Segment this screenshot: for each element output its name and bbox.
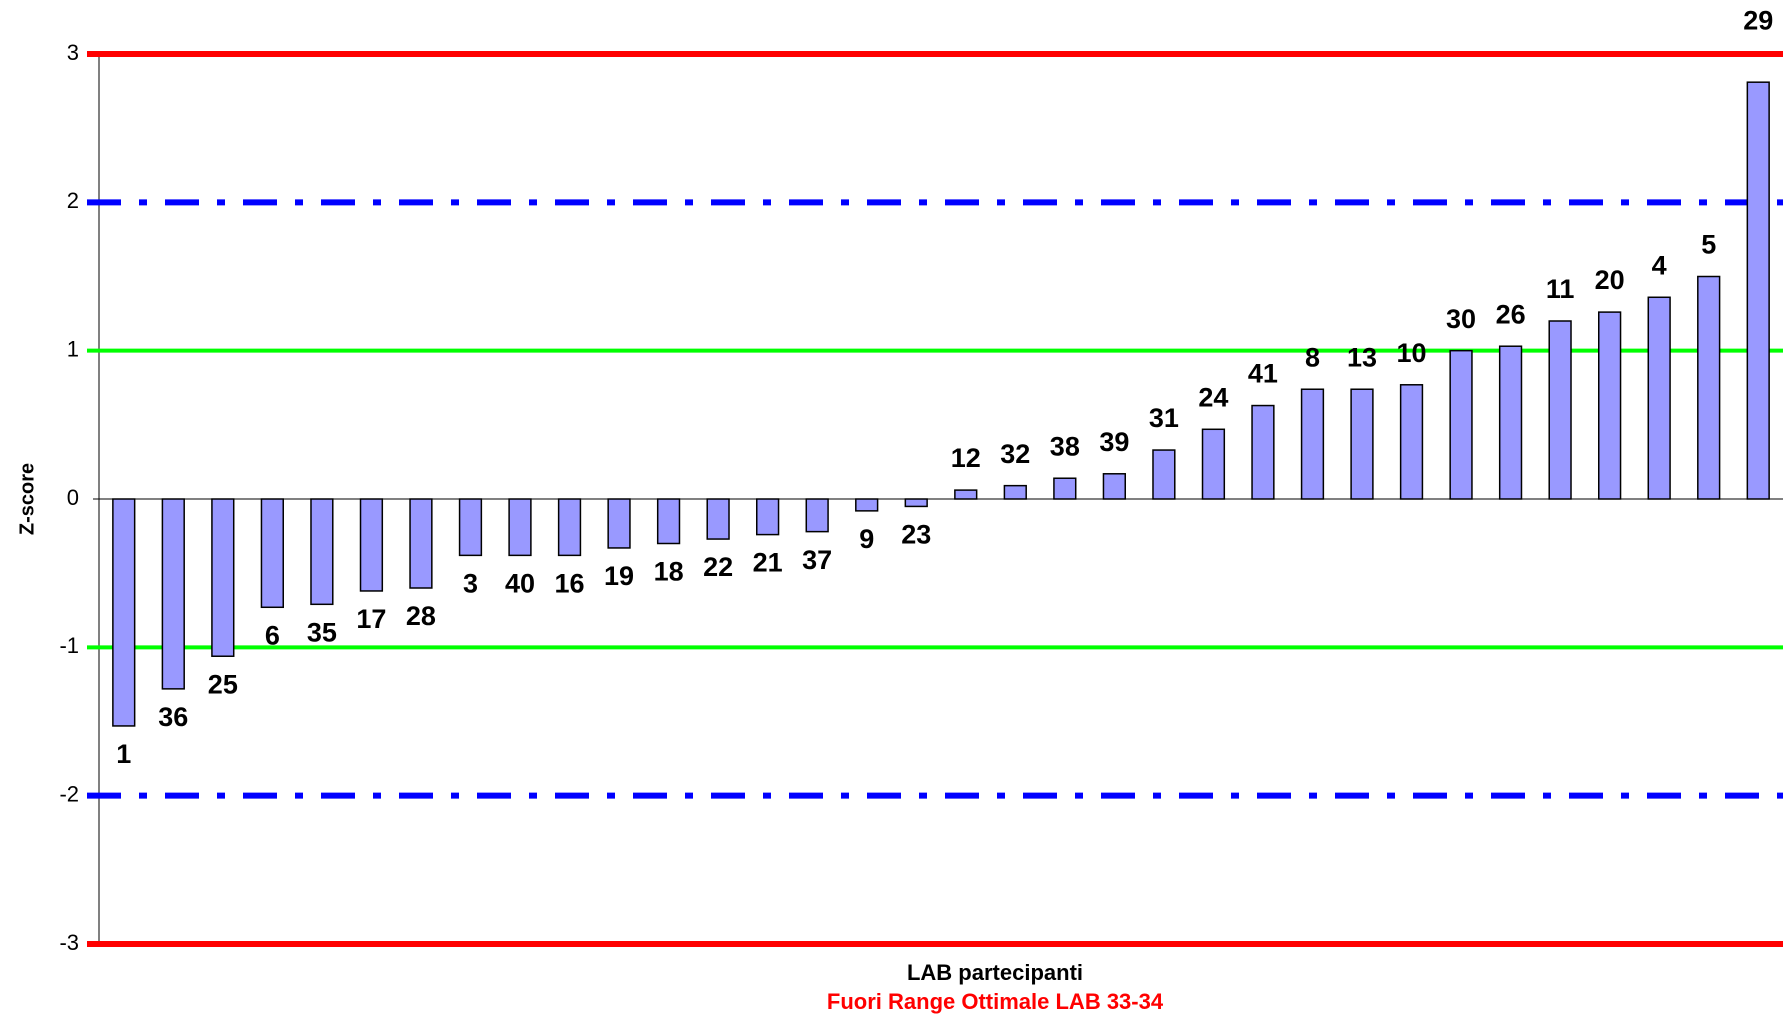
y-tick-label: 1 — [67, 336, 79, 361]
bar — [1548, 320, 1572, 500]
bar-label: 10 — [1397, 338, 1427, 368]
bar — [805, 498, 829, 533]
bar-label: 12 — [951, 443, 981, 473]
bar — [1697, 275, 1721, 500]
bar — [1003, 484, 1027, 500]
y-tick-label: 2 — [67, 188, 79, 213]
bar-label: 16 — [555, 568, 585, 598]
bar — [310, 498, 334, 606]
bar — [112, 498, 136, 727]
bar-label: 22 — [703, 552, 733, 582]
bar — [1449, 349, 1473, 500]
bar-label: 13 — [1347, 342, 1377, 372]
bar-label: 8 — [1305, 342, 1320, 372]
bar — [656, 498, 681, 545]
bar — [161, 498, 185, 690]
bar — [954, 489, 978, 500]
bar — [211, 498, 235, 657]
y-tick-label: 0 — [67, 485, 79, 510]
bar — [706, 498, 730, 540]
bar — [1498, 345, 1523, 500]
x-axis-title: LAB partecipanti — [907, 960, 1083, 985]
bar — [756, 498, 780, 536]
bar — [1201, 428, 1226, 500]
bar-label: 32 — [1000, 439, 1030, 469]
bar — [458, 498, 483, 557]
bar-label: 35 — [307, 617, 337, 647]
bar-label: 39 — [1099, 427, 1129, 457]
bar-label: 24 — [1198, 382, 1228, 412]
bar-label: 23 — [901, 520, 931, 550]
bar-label: 31 — [1149, 403, 1179, 433]
y-tick-label: -3 — [59, 930, 79, 955]
bar — [1251, 404, 1275, 500]
bar-label: 37 — [802, 545, 832, 575]
bar-label: 11 — [1546, 274, 1575, 304]
y-tick-label: 3 — [67, 40, 79, 65]
bar-label: 4 — [1652, 250, 1667, 280]
bar — [1053, 477, 1077, 500]
bar — [359, 498, 384, 592]
bar-label: 19 — [604, 561, 634, 591]
bar — [1152, 449, 1176, 500]
bar-label: 21 — [753, 548, 783, 578]
y-tick-label: -2 — [59, 781, 79, 806]
bar-label: 29 — [1743, 5, 1773, 35]
bar — [1102, 473, 1126, 500]
bar-label: 18 — [654, 557, 684, 587]
bar — [1300, 388, 1325, 500]
bar-label: 3 — [463, 568, 478, 598]
bar — [1598, 311, 1622, 500]
bar-label: 36 — [158, 702, 188, 732]
bar — [1399, 384, 1424, 500]
bar-label: 20 — [1595, 265, 1625, 295]
bar — [260, 498, 284, 609]
note: Fuori Range Ottimale LAB 33-34 — [827, 989, 1164, 1014]
bar — [508, 498, 532, 557]
bar — [1350, 388, 1374, 500]
bar — [1746, 81, 1770, 500]
bar-label: 38 — [1050, 431, 1080, 461]
bar-label: 28 — [406, 601, 436, 631]
bar-label: 1 — [116, 739, 131, 769]
y-axis-title: Z-score — [16, 463, 38, 535]
bar — [409, 498, 433, 589]
bar-label: 41 — [1248, 359, 1278, 389]
bar — [904, 498, 928, 508]
bar-label: 17 — [356, 604, 386, 634]
bar — [607, 498, 631, 549]
bar — [855, 498, 879, 512]
bar-label: 26 — [1496, 299, 1526, 329]
bar-label: 6 — [265, 620, 280, 650]
bar-label: 25 — [208, 669, 238, 699]
bar-label: 5 — [1701, 230, 1716, 260]
bar-label: 30 — [1446, 304, 1476, 334]
bar — [557, 498, 582, 557]
bar — [1647, 296, 1671, 500]
bar-label: 40 — [505, 568, 535, 598]
y-tick-label: -1 — [59, 633, 79, 658]
bar-label: 9 — [859, 524, 874, 554]
